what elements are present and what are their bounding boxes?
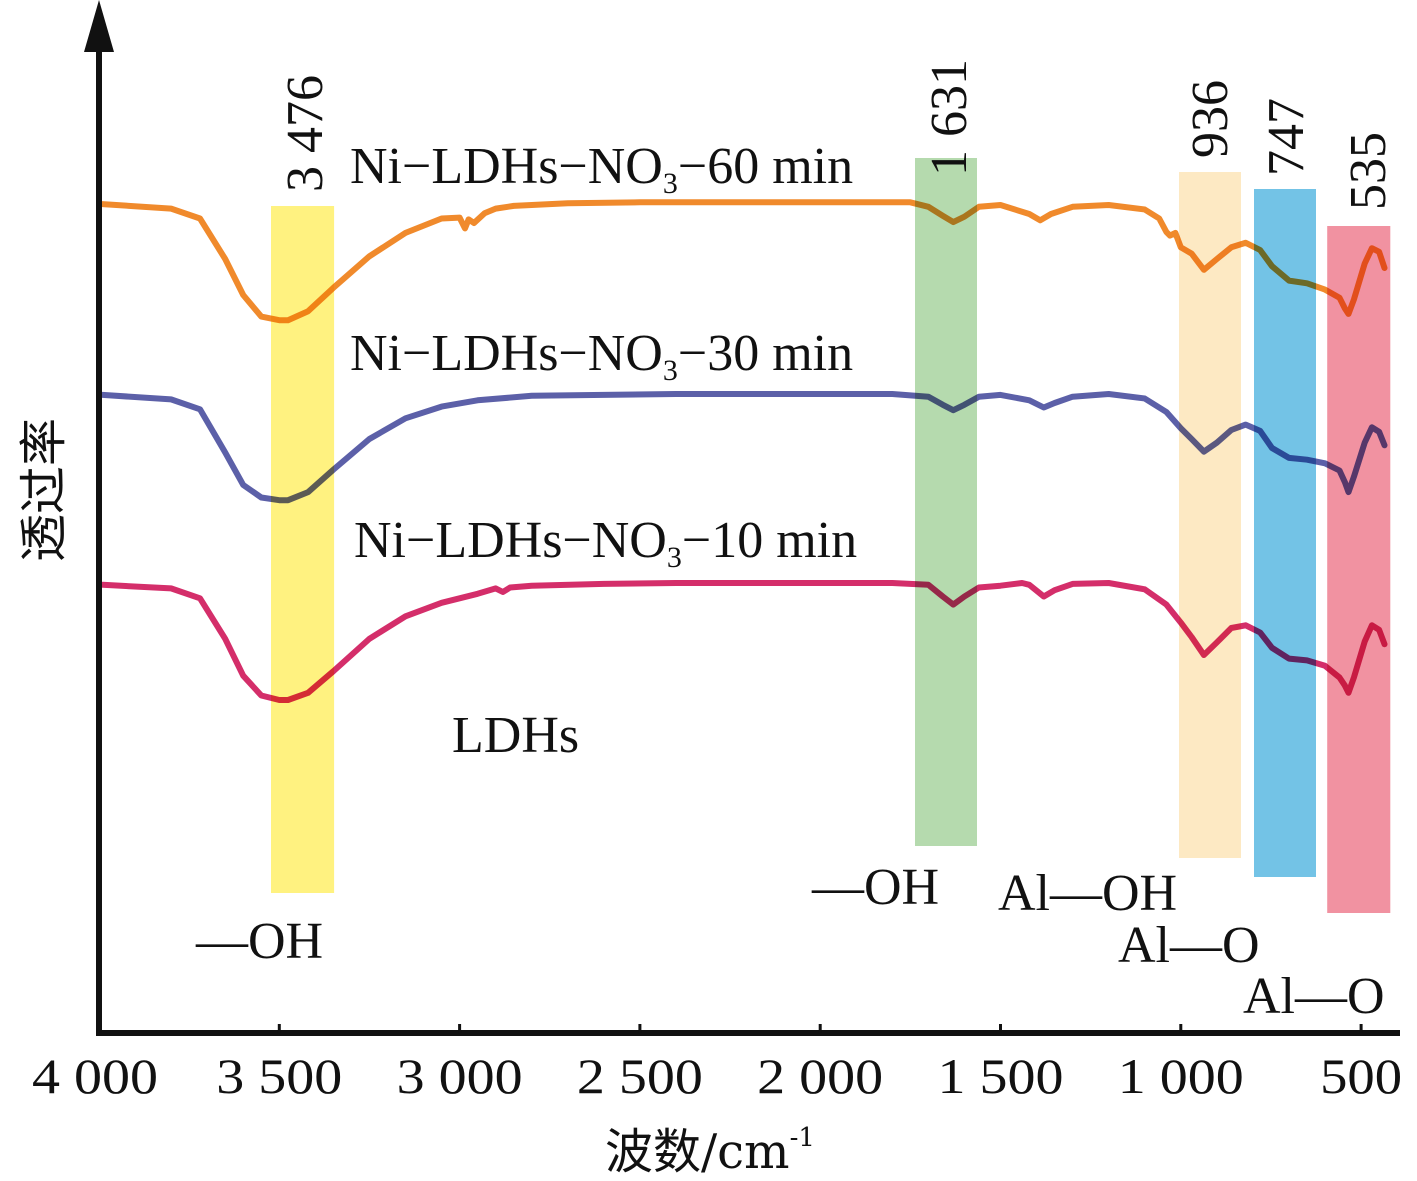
group-label-al-o-2: Al—O xyxy=(1243,968,1385,1025)
x-tick-label: 1 500 xyxy=(938,1048,1064,1104)
text-labels: 透过率 波数/cm-1 Ni−LDHs−NO3−60 min Ni−LDHs−N… xyxy=(16,59,1397,1180)
x-tick-label: 3 500 xyxy=(216,1048,342,1104)
x-tick-label: 500 xyxy=(1320,1048,1402,1104)
x-tick-label: 2 000 xyxy=(757,1048,883,1104)
group-label-al-oh: Al—OH xyxy=(998,865,1177,922)
band-747 xyxy=(1254,189,1316,877)
series-label-10min: Ni−LDHs−NO3−10 min xyxy=(354,512,857,574)
band-1631 xyxy=(915,158,977,846)
x-tick-label: 4 000 xyxy=(32,1048,158,1104)
peak-label-747: 747 xyxy=(1258,98,1315,176)
peak-label-3476: 3 476 xyxy=(277,75,334,192)
series-label-30min: Ni−LDHs−NO3−30 min xyxy=(350,325,853,387)
series-label-ldhs: LDHs xyxy=(452,707,579,764)
peak-label-535: 535 xyxy=(1340,132,1397,210)
peak-label-936: 936 xyxy=(1182,80,1239,158)
x-tick-label: 2 500 xyxy=(577,1048,703,1104)
group-label-oh-1: —OH xyxy=(195,913,323,970)
y-axis-arrow-icon xyxy=(84,0,114,52)
x-ticks: 4 000 3 500 3 000 2 500 2 000 1 500 1 000 500 xyxy=(32,1024,1402,1104)
x-axis-title-main: 波数/cm xyxy=(605,1124,790,1180)
axes xyxy=(84,0,1400,1036)
x-tick-label: 3 000 xyxy=(397,1048,523,1104)
bands-layer xyxy=(271,158,1391,913)
group-label-al-o-1: Al—O xyxy=(1118,917,1260,974)
band-936 xyxy=(1179,172,1241,858)
band-535 xyxy=(1327,226,1391,913)
band-3476 xyxy=(271,206,335,893)
x-tick-label: 1 000 xyxy=(1118,1048,1244,1104)
peak-label-1631: 1 631 xyxy=(921,59,978,176)
x-axis-title: 波数/cm-1 xyxy=(605,1123,815,1180)
series-label-60min: Ni−LDHs−NO3−60 min xyxy=(350,138,853,200)
group-label-oh-2: —OH xyxy=(811,859,939,916)
x-axis-title-sup: -1 xyxy=(790,1123,815,1153)
y-axis-title: 透过率 xyxy=(16,418,72,562)
